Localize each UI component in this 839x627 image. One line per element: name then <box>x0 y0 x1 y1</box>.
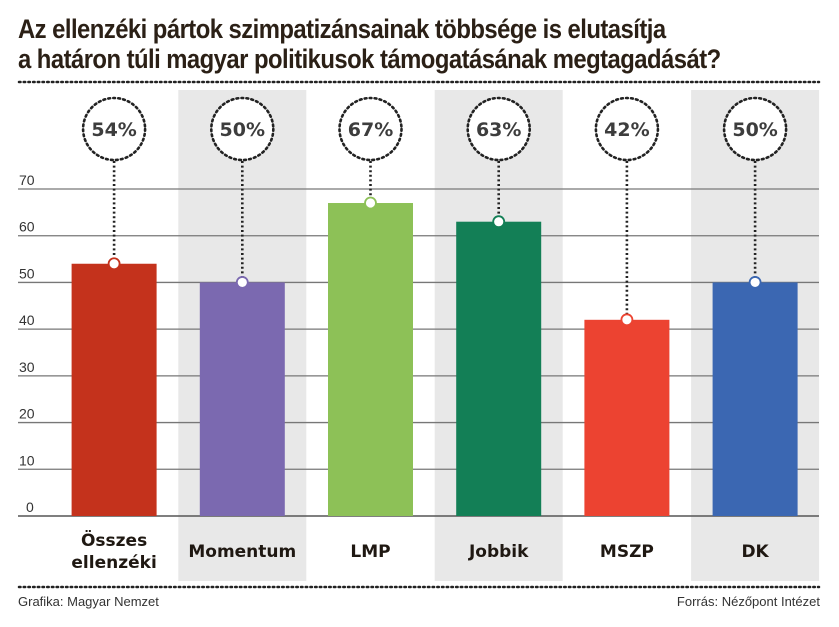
bar <box>584 319 670 516</box>
value-bubble <box>466 96 532 162</box>
graphics-credit: Grafika: Magyar Nemzet <box>18 594 159 609</box>
y-tick-label: 0 <box>26 499 34 515</box>
y-tick-label: 40 <box>19 312 35 328</box>
value-callouts: 54% 50% 67% 63% 42% 50% <box>81 96 788 327</box>
x-tick-label: DK <box>741 542 769 562</box>
data-label: 67% <box>348 119 393 141</box>
chart-title-line-2: a határon túli magyar politikusok támoga… <box>18 44 721 74</box>
data-label: 50% <box>220 119 265 141</box>
bar-marker <box>620 313 634 327</box>
bar-marker <box>492 215 506 229</box>
bar-marker <box>107 257 121 271</box>
source-credit: Forrás: Nézőpont Intézet <box>676 594 820 609</box>
data-label: 63% <box>476 119 521 141</box>
y-tick-label: 60 <box>19 219 35 235</box>
bar-marker <box>748 276 762 289</box>
y-tick-label: 50 <box>19 265 35 281</box>
bar <box>328 203 413 516</box>
y-tick-label: 70 <box>19 172 35 188</box>
y-tick-label: 30 <box>19 359 35 375</box>
value-bubble <box>722 96 788 162</box>
x-tick-label: LMP <box>350 542 390 562</box>
chart-title: Az ellenzéki pártok szimpatizánsainak tö… <box>18 14 747 74</box>
chart-title-line-1: Az ellenzéki pártok szimpatizánsainak tö… <box>18 14 666 44</box>
data-label: 54% <box>91 119 136 141</box>
bars <box>71 203 798 516</box>
x-tick-label: MSZP <box>600 542 654 562</box>
x-tick-label: Jobbik <box>468 542 529 562</box>
bar <box>712 282 798 516</box>
y-tick-label: 10 <box>19 452 35 468</box>
bar-marker <box>364 196 377 210</box>
value-bubble <box>81 96 147 162</box>
y-tick-label: 20 <box>19 406 35 422</box>
bar <box>456 221 542 516</box>
data-label: 50% <box>732 119 777 141</box>
value-bubble <box>210 96 275 162</box>
value-bubble <box>594 96 660 162</box>
bar <box>199 282 285 516</box>
bar <box>71 263 157 516</box>
bar-marker <box>235 276 249 289</box>
x-tick-label: Momentum <box>188 542 296 562</box>
value-bubble <box>338 96 403 162</box>
data-label: 42% <box>604 119 649 141</box>
x-tick-label: ellenzéki <box>71 553 156 573</box>
x-tick-label: Összes <box>81 529 147 551</box>
